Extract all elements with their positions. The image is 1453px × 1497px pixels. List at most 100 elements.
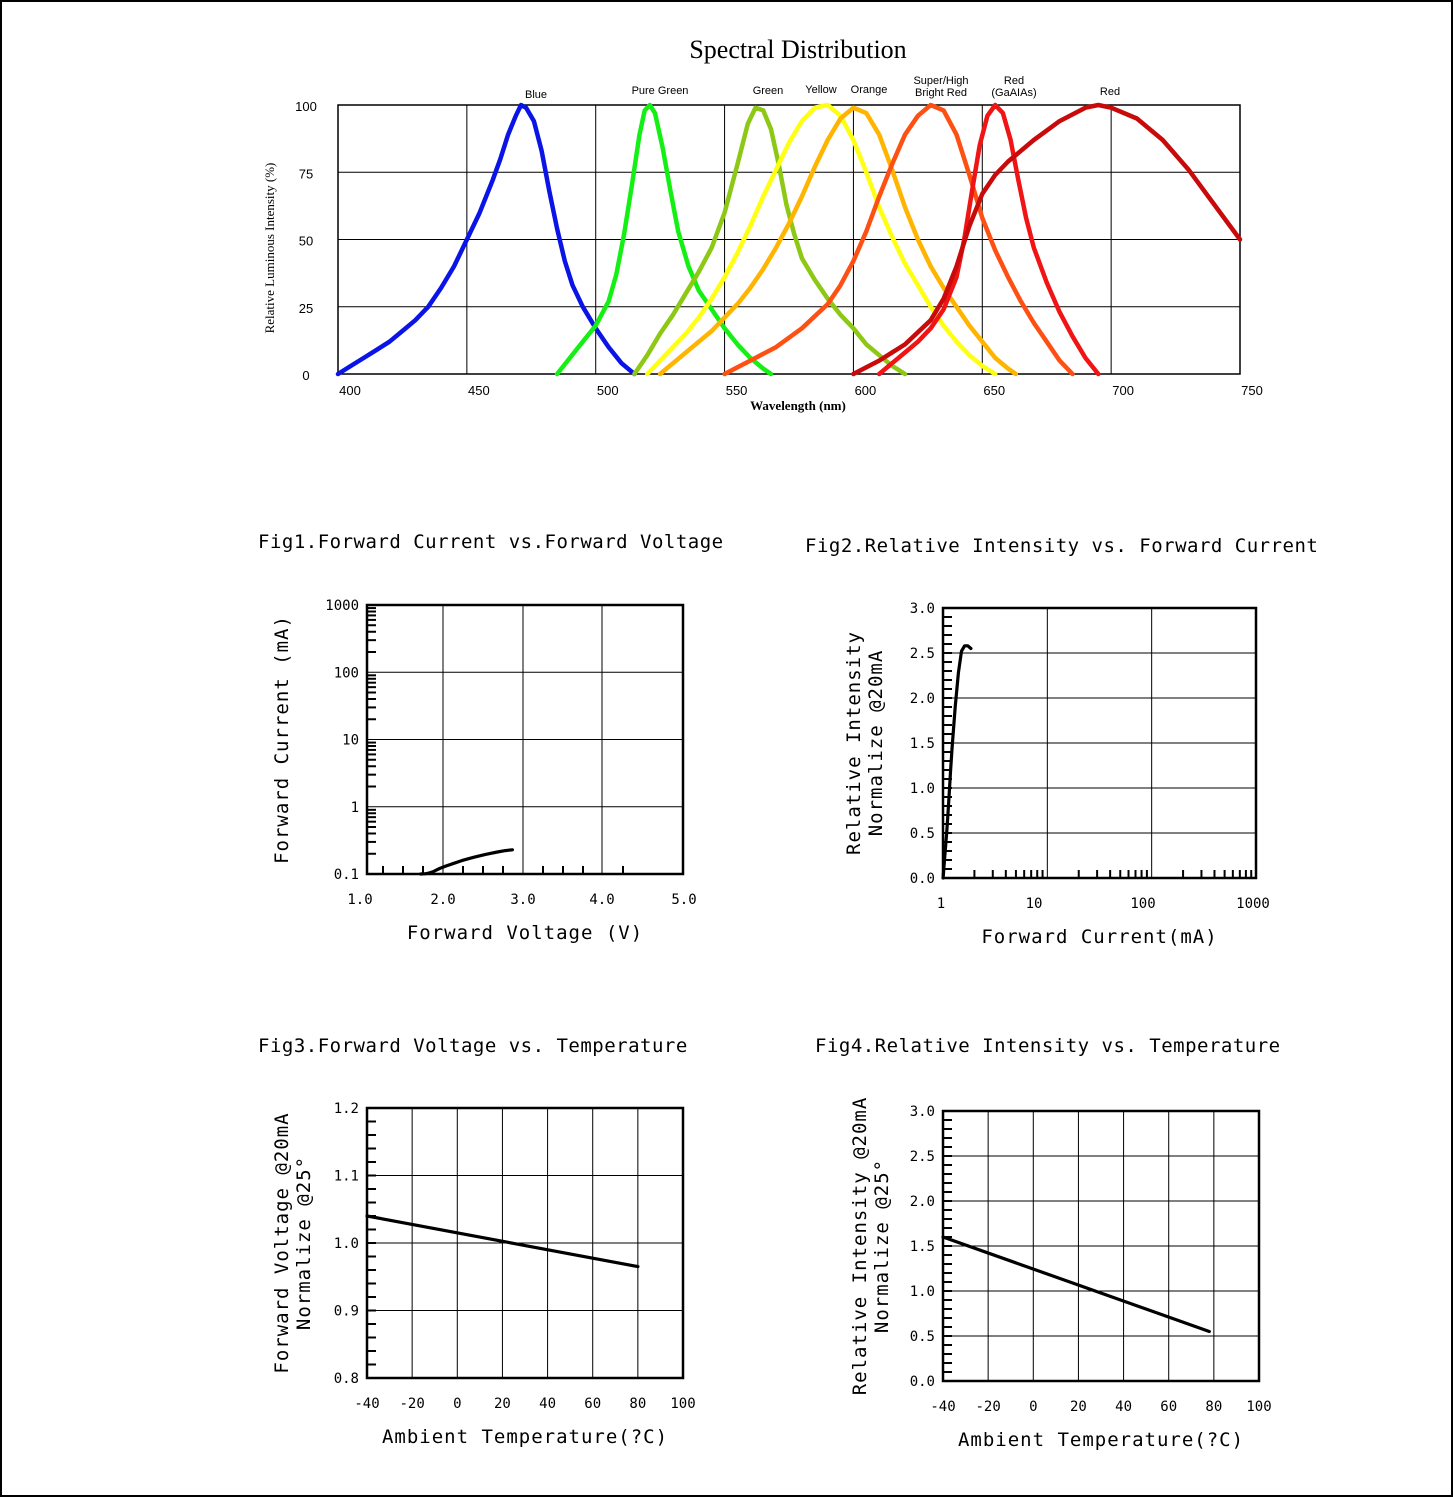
- chart-title: Fig1.Forward Current vs.Forward Voltage: [258, 531, 724, 553]
- fig4-relative-intensity-temp-chart: Fig4.Relative Intensity vs. Temperature -…: [815, 1035, 1281, 1451]
- series-line-orange: [657, 105, 1019, 377]
- chart-title: Fig3.Forward Voltage vs. Temperature: [258, 1035, 688, 1057]
- y-tick-label: 0: [302, 368, 309, 383]
- y-tick-label: 1.0: [910, 1284, 935, 1300]
- x-tick-label: 600: [855, 383, 877, 398]
- series-label-line: Super/High: [913, 75, 968, 87]
- y-tick-label: 100: [334, 665, 359, 681]
- x-tick-label: 10: [1026, 896, 1043, 912]
- y-tick-label: 10: [342, 733, 359, 749]
- series-label-line: (GaAIAs): [991, 87, 1036, 99]
- y-axis-label: Relative Intensity: [843, 631, 865, 855]
- y-tick-label: 50: [299, 234, 313, 249]
- series-line-red: [851, 102, 1243, 377]
- series-line: [419, 848, 515, 876]
- x-tick-label: 40: [1115, 1399, 1132, 1415]
- x-tick-label: 60: [1160, 1399, 1177, 1415]
- x-tick-label: -20: [399, 1396, 424, 1412]
- chart-title: Fig2.Relative Intensity vs. Forward Curr…: [805, 535, 1318, 557]
- y-tick-label: 1000: [325, 598, 359, 614]
- y-tick-label: 2.5: [910, 1149, 935, 1165]
- x-tick-label: 3.0: [510, 892, 535, 908]
- x-tick-label: 650: [983, 383, 1005, 398]
- y-axis-label: Relative Intensity @20mA: [849, 1097, 871, 1396]
- series-label: Blue: [525, 89, 547, 101]
- x-tick-label: 100: [670, 1396, 695, 1412]
- y-tick-label: 1.0: [910, 781, 935, 797]
- x-tick-label: 80: [1205, 1399, 1222, 1415]
- chart-title: Fig4.Relative Intensity vs. Temperature: [815, 1035, 1281, 1057]
- x-tick-label: 5.0: [671, 892, 696, 908]
- y-tick-label: 3.0: [910, 601, 935, 617]
- y-tick-label: 1.2: [334, 1101, 359, 1117]
- y-axis-label-secondary: Normalize @25°: [293, 1156, 315, 1330]
- fig3-forward-voltage-temp-chart: Fig3.Forward Voltage vs. Temperature -40 -…: [258, 1035, 696, 1448]
- x-tick-label: 0: [453, 1396, 461, 1412]
- y-tick-label: 0.5: [910, 1329, 935, 1345]
- series-line-green: [632, 105, 908, 377]
- series-line: [941, 644, 973, 880]
- series-line-blue: [335, 102, 637, 377]
- y-tick-label: 0.1: [334, 867, 359, 883]
- x-tick-label: 20: [494, 1396, 511, 1412]
- series-label-line: Bright Red: [915, 87, 967, 99]
- x-tick-label: 2.0: [430, 892, 455, 908]
- y-tick-label: 1.0: [334, 1236, 359, 1252]
- x-axis-label: Ambient Temperature(?C): [382, 1426, 668, 1448]
- series-line-super-red: [722, 102, 1075, 377]
- x-tick-label: 100: [1130, 896, 1155, 912]
- series-label: Orange: [851, 84, 888, 96]
- x-axis-label: Forward Voltage (V): [407, 922, 643, 944]
- y-tick-label: 3.0: [910, 1104, 935, 1120]
- series-label: Red: [1100, 86, 1120, 98]
- chart-title: Spectral Distribution: [689, 35, 906, 64]
- y-tick-label: 1: [351, 800, 359, 816]
- x-tick-label: 450: [468, 383, 490, 398]
- x-tick-label: 700: [1112, 383, 1134, 398]
- x-tick-label: 750: [1241, 383, 1263, 398]
- y-tick-label: 0.5: [910, 826, 935, 842]
- x-tick-label: -20: [975, 1399, 1000, 1415]
- series-line: [941, 1235, 1211, 1334]
- y-tick-label: 25: [299, 301, 313, 316]
- x-tick-label: -40: [354, 1396, 379, 1412]
- x-tick-label: 1: [937, 896, 945, 912]
- y-tick-label: 1.5: [910, 736, 935, 752]
- series-label: Red (GaAIAs): [991, 75, 1036, 99]
- x-axis-label: Ambient Temperature(?C): [958, 1429, 1244, 1451]
- y-tick-label: 2.0: [910, 691, 935, 707]
- y-tick-label: 0.0: [910, 1374, 935, 1390]
- x-tick-label: 100: [1246, 1399, 1271, 1415]
- x-tick-label: 20: [1070, 1399, 1087, 1415]
- y-tick-label: 1.5: [910, 1239, 935, 1255]
- x-tick-label: 40: [539, 1396, 556, 1412]
- y-tick-label: 0.9: [334, 1304, 359, 1320]
- y-tick-label: 75: [299, 166, 313, 181]
- y-tick-label: 0.0: [910, 871, 935, 887]
- series-line-pure-green: [554, 102, 774, 377]
- y-tick-label: 1.1: [334, 1169, 359, 1185]
- series-label: Super/High Bright Red: [913, 75, 968, 99]
- series-label: Green: [753, 85, 784, 97]
- x-tick-label: 80: [629, 1396, 646, 1412]
- x-tick-label: 60: [584, 1396, 601, 1412]
- y-tick-label: 0.8: [334, 1371, 359, 1387]
- y-axis-label: Forward Current (mA): [271, 615, 293, 864]
- x-tick-label: 500: [597, 383, 619, 398]
- x-tick-label: 400: [339, 383, 361, 398]
- fig1-forward-current-chart: Fig1.Forward Current vs.Forward Voltage 1…: [258, 531, 724, 944]
- y-axis-label: Forward Voltage @20mA: [271, 1112, 293, 1373]
- x-tick-label: -40: [930, 1399, 955, 1415]
- y-axis-label: Relative Luminous Intensity (%): [262, 163, 277, 334]
- series-line-red-gaalas: [876, 102, 1101, 377]
- x-axis-label: Forward Current(mA): [981, 926, 1217, 948]
- x-tick-label: 1.0: [347, 892, 372, 908]
- y-tick-label: 2.0: [910, 1194, 935, 1210]
- x-axis-label: Wavelength (nm): [750, 398, 846, 413]
- series-label: Yellow: [805, 84, 836, 96]
- fig2-relative-intensity-chart: Fig2.Relative Intensity vs. Forward Curr…: [805, 535, 1318, 948]
- y-axis-label-secondary: Normalize @20mA: [865, 650, 887, 837]
